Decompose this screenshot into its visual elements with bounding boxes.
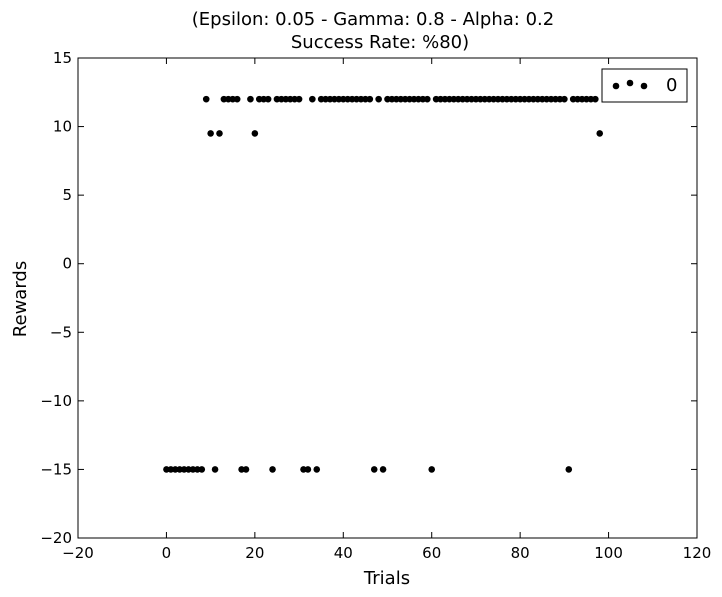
y-tick-label: −10 — [40, 392, 72, 410]
data-point — [565, 466, 573, 473]
legend-marker — [626, 79, 634, 87]
data-point — [592, 95, 599, 103]
data-point — [207, 130, 214, 137]
legend-marker — [612, 82, 620, 90]
x-tick-label: 20 — [245, 544, 264, 562]
y-tick-label: −20 — [40, 529, 72, 547]
legend-label: 0 — [666, 75, 677, 96]
x-tick-label: 80 — [511, 544, 530, 562]
data-point — [370, 466, 378, 473]
y-tick-label: 5 — [62, 186, 72, 204]
data-point — [596, 130, 604, 137]
x-tick-label: −20 — [62, 544, 94, 562]
data-point — [202, 95, 210, 103]
data-point — [309, 95, 316, 103]
data-point — [211, 466, 219, 473]
data-point — [269, 466, 276, 473]
data-point — [251, 130, 259, 137]
x-tick-label: 100 — [594, 544, 623, 562]
data-point — [295, 95, 303, 103]
data-point — [198, 466, 206, 473]
y-tick-label: −15 — [40, 460, 72, 478]
plot-area-frame — [77, 57, 698, 539]
y-tick-label: 10 — [53, 118, 72, 136]
data-point — [264, 95, 272, 103]
data-point — [216, 130, 223, 137]
data-point — [242, 466, 250, 473]
data-point — [313, 466, 321, 473]
data-point — [375, 95, 382, 103]
data-point — [379, 466, 387, 473]
axis-ticks — [77, 57, 698, 539]
data-point — [247, 95, 254, 103]
y-tick-label: −5 — [50, 323, 72, 341]
y-axis-label: Rewards — [10, 261, 31, 337]
chart-title-line2: Success Rate: %80) — [291, 32, 469, 53]
legend-marker — [640, 82, 648, 90]
data-points — [163, 95, 604, 473]
chart-title-line1: (Epsilon: 0.05 - Gamma: 0.8 - Alpha: 0.2 — [192, 9, 554, 30]
x-tick-label: 60 — [422, 544, 441, 562]
y-tick-label: 15 — [53, 49, 72, 67]
data-point — [561, 95, 568, 103]
x-tick-label: 40 — [334, 544, 353, 562]
data-point — [428, 466, 436, 473]
data-point — [233, 95, 241, 103]
legend: 0 — [601, 68, 688, 103]
y-tick-label: 0 — [62, 255, 72, 273]
x-tick-label: 120 — [683, 544, 712, 562]
data-point — [304, 466, 312, 473]
data-point — [366, 95, 374, 103]
axis-tick-labels: −20 0 20 40 60 80 100 120 −20 −15 −10 −5 0 5 10 15 — [40, 49, 711, 562]
x-tick-label: 0 — [162, 544, 172, 562]
data-point — [423, 95, 431, 103]
x-axis-label: Trials — [363, 568, 410, 589]
